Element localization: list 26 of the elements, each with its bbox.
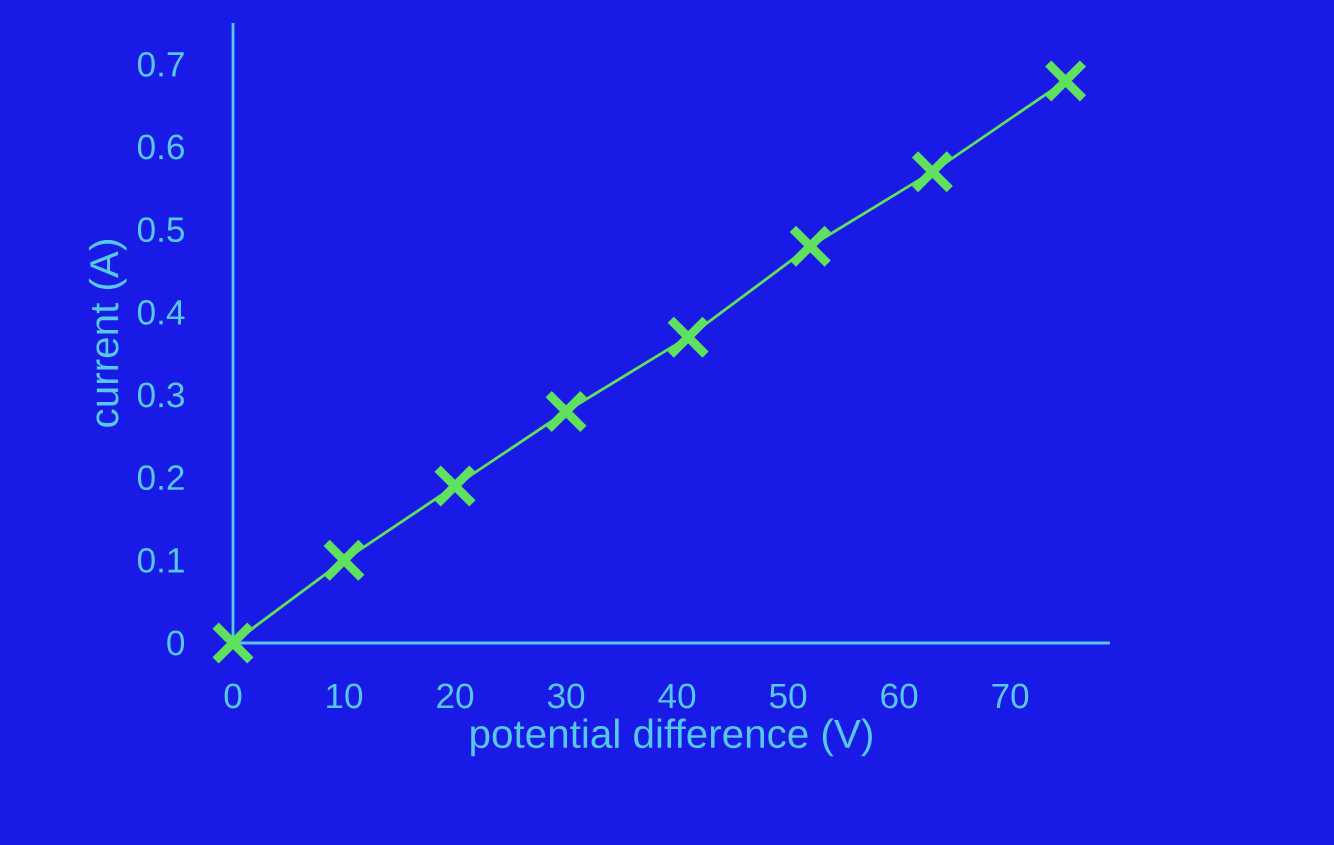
x-tick-label: 0 [224,683,242,709]
point [910,150,955,194]
x-tick-label: 10 [327,683,363,709]
y-tick-label: 0.5 [137,217,184,243]
point [788,224,833,269]
point [666,315,710,359]
point [1043,59,1088,103]
x-tick-label: 60 [881,683,918,709]
x-tick-label: 30 [547,683,585,709]
x-tick-label: 50 [769,683,807,709]
y-tick-label: 0 [167,630,185,656]
y-tick-label: 0.2 [137,465,184,491]
y-tick-label: 0.4 [137,299,185,325]
x-axis-title: potential difference (V) [471,718,872,757]
x-tick-label: 20 [437,683,474,709]
point [322,538,366,583]
point [211,621,255,665]
x-tick-label: 40 [658,683,696,709]
point [544,389,588,434]
x-tick-label: 70 [992,683,1029,709]
y-tick-label: 0.6 [137,134,184,160]
y-axis-title: current (A) [88,240,127,427]
y-tick-label: 0.1 [137,547,184,573]
y-tick-label: 0.3 [137,382,184,408]
point [433,464,477,508]
y-tick-label: 0.7 [137,51,184,77]
